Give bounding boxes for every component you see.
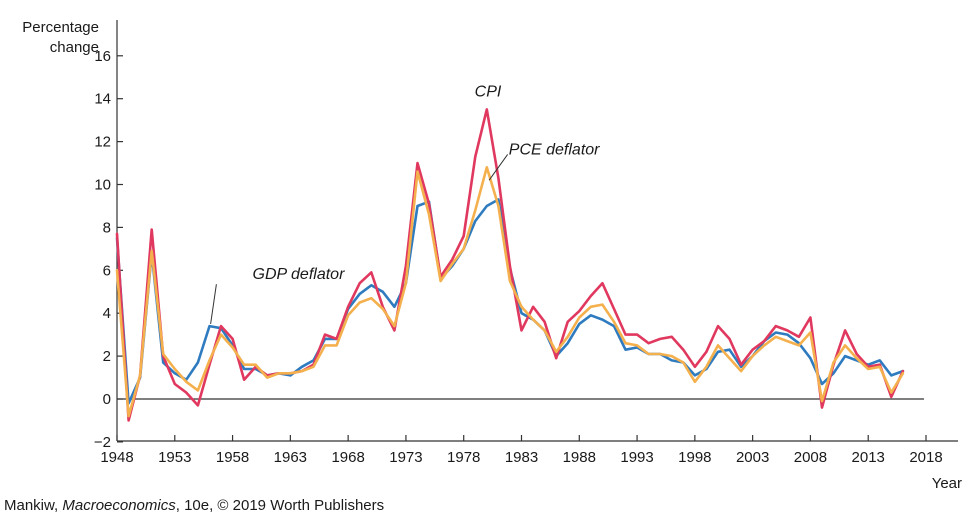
x-tick-label: 2003 (736, 449, 769, 466)
y-tick-label: 10 (94, 177, 111, 194)
x-tick-label: 1993 (620, 449, 653, 466)
x-tick-label: 1973 (389, 449, 422, 466)
y-tick-label: 4 (103, 305, 111, 322)
credit-author: Mankiw, (4, 497, 63, 514)
x-tick-label: 1978 (447, 449, 480, 466)
series-line-pce-deflator (115, 166, 905, 418)
credit-book-title: Macroeconomics (62, 497, 176, 514)
x-tick-label: 1953 (158, 449, 191, 466)
x-axis-title: Year (932, 475, 962, 492)
series-label-gdp-deflator: GDP deflator (253, 266, 346, 283)
series-labels: GDP deflator CPI PCE deflator (210, 84, 600, 324)
x-tick-label: 1958 (216, 449, 249, 466)
x-tick-label: 2013 (852, 449, 885, 466)
series-label-pce-deflator: PCE deflator (509, 141, 600, 158)
y-tick-label: 16 (94, 48, 111, 65)
series-pointer-pce-deflator (488, 154, 509, 181)
y-tick-label: −2 (94, 434, 111, 451)
x-tick-label: 1983 (505, 449, 538, 466)
y-tick-label: 12 (94, 134, 111, 151)
y-axis-title-line1: Percentage (22, 19, 99, 36)
x-tick-label: 1968 (331, 449, 364, 466)
x-tick-label: 1998 (678, 449, 711, 466)
x-tick-label: 1948 (100, 449, 133, 466)
y-tick-label: 2 (103, 348, 111, 365)
y-axis-title-line2: change (50, 39, 99, 56)
x-tick-label: 1963 (274, 449, 307, 466)
credit-rest: , 10e, © 2019 Worth Publishers (175, 497, 385, 514)
series-line-gdp-deflator (115, 198, 905, 405)
y-tick-label: 14 (94, 91, 111, 108)
y-tick-label: 6 (103, 262, 111, 279)
series-label-cpi: CPI (475, 84, 502, 101)
x-tick-label: 2018 (909, 449, 942, 466)
axes: −2 0 2 4 6 8 10 12 14 16 1948 1953 1958 1963 1968 1973 1… (94, 20, 958, 466)
x-tick-label: 1988 (563, 449, 596, 466)
series-layer (115, 108, 905, 422)
series-pointer-gdp-deflator (210, 284, 217, 324)
x-tick-label: 2008 (794, 449, 827, 466)
y-tick-label: 8 (103, 219, 111, 236)
credit-line: Mankiw, Macroeconomics, 10e, © 2019 Wort… (4, 497, 384, 514)
series-line-cpi (115, 108, 905, 422)
y-tick-label: 0 (103, 391, 111, 408)
